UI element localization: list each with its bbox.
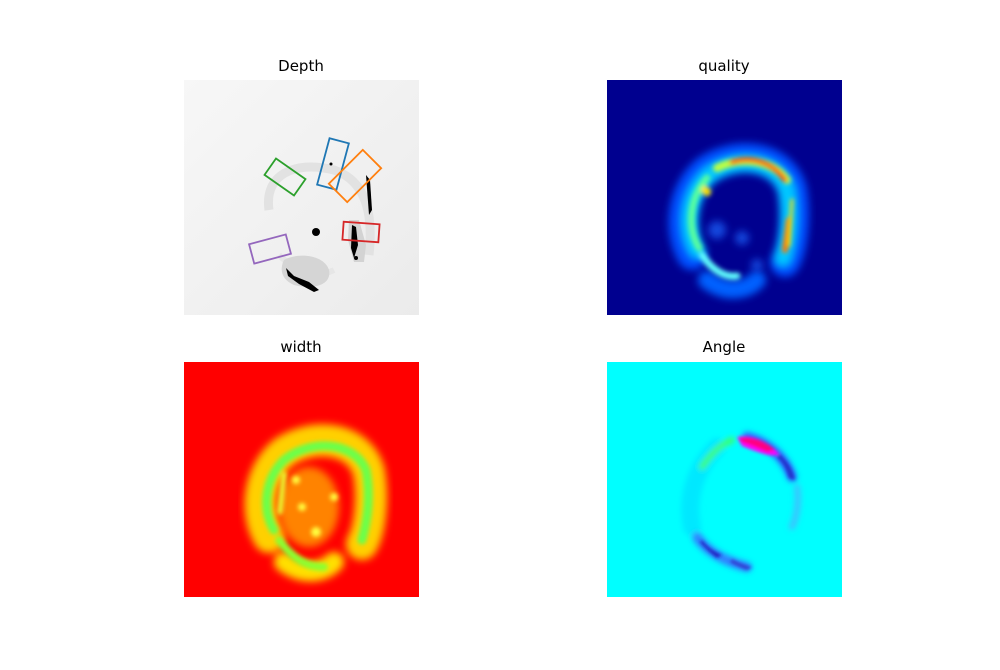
grasp-rect-purple <box>247 233 293 265</box>
quality-title: quality <box>698 57 750 75</box>
angle-heatmap <box>607 362 842 597</box>
grasp-rect-orange <box>327 148 383 204</box>
quality-heatmap <box>607 80 842 315</box>
grasp-rect-blue <box>316 137 350 191</box>
width-title: width <box>280 338 322 356</box>
depth-title: Depth <box>278 57 324 75</box>
angle-title: Angle <box>702 338 746 356</box>
depth-image <box>184 80 419 315</box>
grasp-rect-green <box>263 157 307 197</box>
width-heatmap <box>184 362 419 597</box>
grasp-rect-red <box>341 220 381 244</box>
